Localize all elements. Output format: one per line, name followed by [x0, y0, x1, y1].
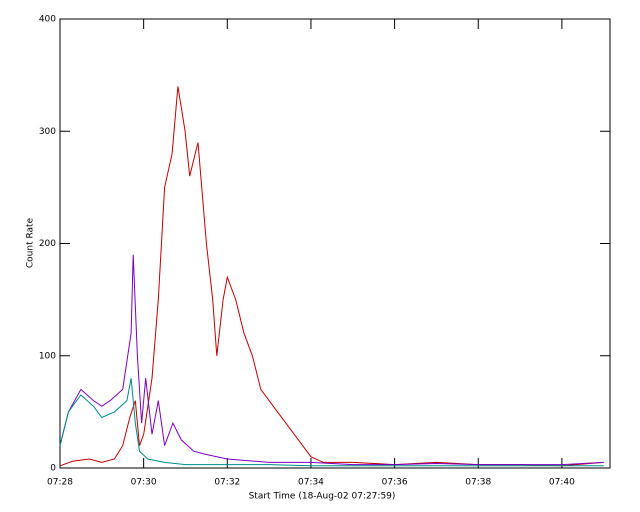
plot-frame: [59, 18, 611, 469]
y-tick-label: 300: [39, 127, 56, 137]
y-tick-label: 0: [50, 464, 56, 474]
series-line: [59, 254, 604, 466]
x-axis-label: Start Time (18-Aug-02 07:27:59): [249, 492, 396, 502]
y-tick-label: 200: [39, 239, 56, 249]
x-tick-label: 07:38: [465, 478, 491, 488]
series-line: [59, 86, 604, 467]
x-tick-label: 07:40: [549, 478, 575, 488]
y-tick-label: 400: [39, 15, 56, 25]
y-axis-label: Count Rate: [26, 217, 36, 268]
x-tick-label: 07:32: [214, 478, 240, 488]
x-tick-label: 07:34: [298, 478, 324, 488]
series-line: [59, 378, 604, 467]
x-tick-label: 07:28: [47, 478, 73, 488]
y-tick-label: 100: [39, 351, 56, 361]
x-tick-label: 07:36: [382, 478, 408, 488]
x-tick-label: 07:30: [131, 478, 157, 488]
